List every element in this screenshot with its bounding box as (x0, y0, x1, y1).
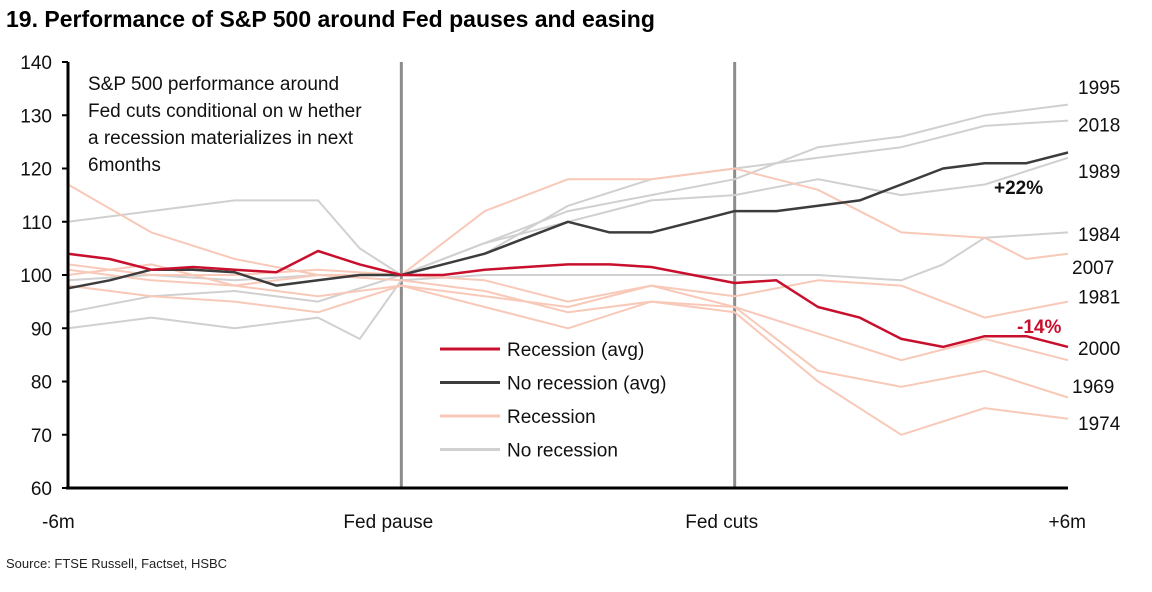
legend-label: Recession (507, 407, 596, 428)
legend-label: Recession (avg) (507, 340, 644, 361)
series-line-2000 (67, 263, 1069, 362)
series-label: 1984 (1078, 225, 1121, 246)
chart-annotation-line: S&P 500 performance around (88, 74, 339, 95)
series-line-recession-avg- (67, 249, 1069, 349)
y-tick-label: 140 (20, 53, 52, 74)
x-tick-label: +6m (1049, 512, 1087, 533)
y-tick-label: 60 (31, 479, 52, 500)
y-tick-label: 100 (20, 266, 52, 287)
series-label: 2018 (1078, 115, 1120, 136)
series-label: 1969 (1072, 377, 1114, 398)
series-label: 2007 (1072, 258, 1114, 279)
series-line-1984 (67, 231, 1069, 340)
y-tick-label: 80 (31, 373, 52, 394)
chart-annotation-line: a recession materializes in next (88, 128, 354, 149)
chart-annotation-line: 6months (88, 155, 161, 176)
series-end-annotation: -14% (1017, 317, 1061, 338)
chart-title: 19. Performance of S&P 500 around Fed pa… (6, 6, 655, 32)
y-tick-label: 70 (31, 426, 52, 447)
series-line-no-recession-avg- (67, 151, 1069, 290)
x-tick-label: Fed pause (343, 512, 433, 533)
y-tick-label: 90 (31, 319, 52, 340)
y-tick-label: 120 (20, 160, 52, 181)
series-label: 1995 (1078, 78, 1120, 99)
y-tick-label: 110 (22, 213, 52, 234)
series-line-1969 (67, 268, 1069, 399)
series-line-2007 (67, 167, 1069, 276)
x-tick-label: -6m (42, 512, 75, 533)
series-label: 2000 (1078, 339, 1120, 360)
series-line-2018 (67, 119, 1069, 276)
series-line-1989 (67, 156, 1069, 282)
y-tick-label: 130 (20, 106, 52, 127)
source-note: Source: FTSE Russell, Factset, HSBC (6, 556, 228, 571)
series-label: 1981 (1078, 287, 1120, 308)
chart-annotation-line: Fed cuts conditional on w hether (88, 101, 362, 122)
legend-label: No recession (avg) (507, 374, 666, 395)
x-tick-label: Fed cuts (685, 512, 758, 533)
series-line-1995 (67, 103, 1069, 314)
series-label: 1974 (1078, 414, 1121, 435)
series-label: 1989 (1078, 162, 1120, 183)
legend-label: No recession (507, 441, 618, 462)
series-line-1974 (67, 284, 1069, 436)
series-end-annotation: +22% (994, 178, 1043, 199)
